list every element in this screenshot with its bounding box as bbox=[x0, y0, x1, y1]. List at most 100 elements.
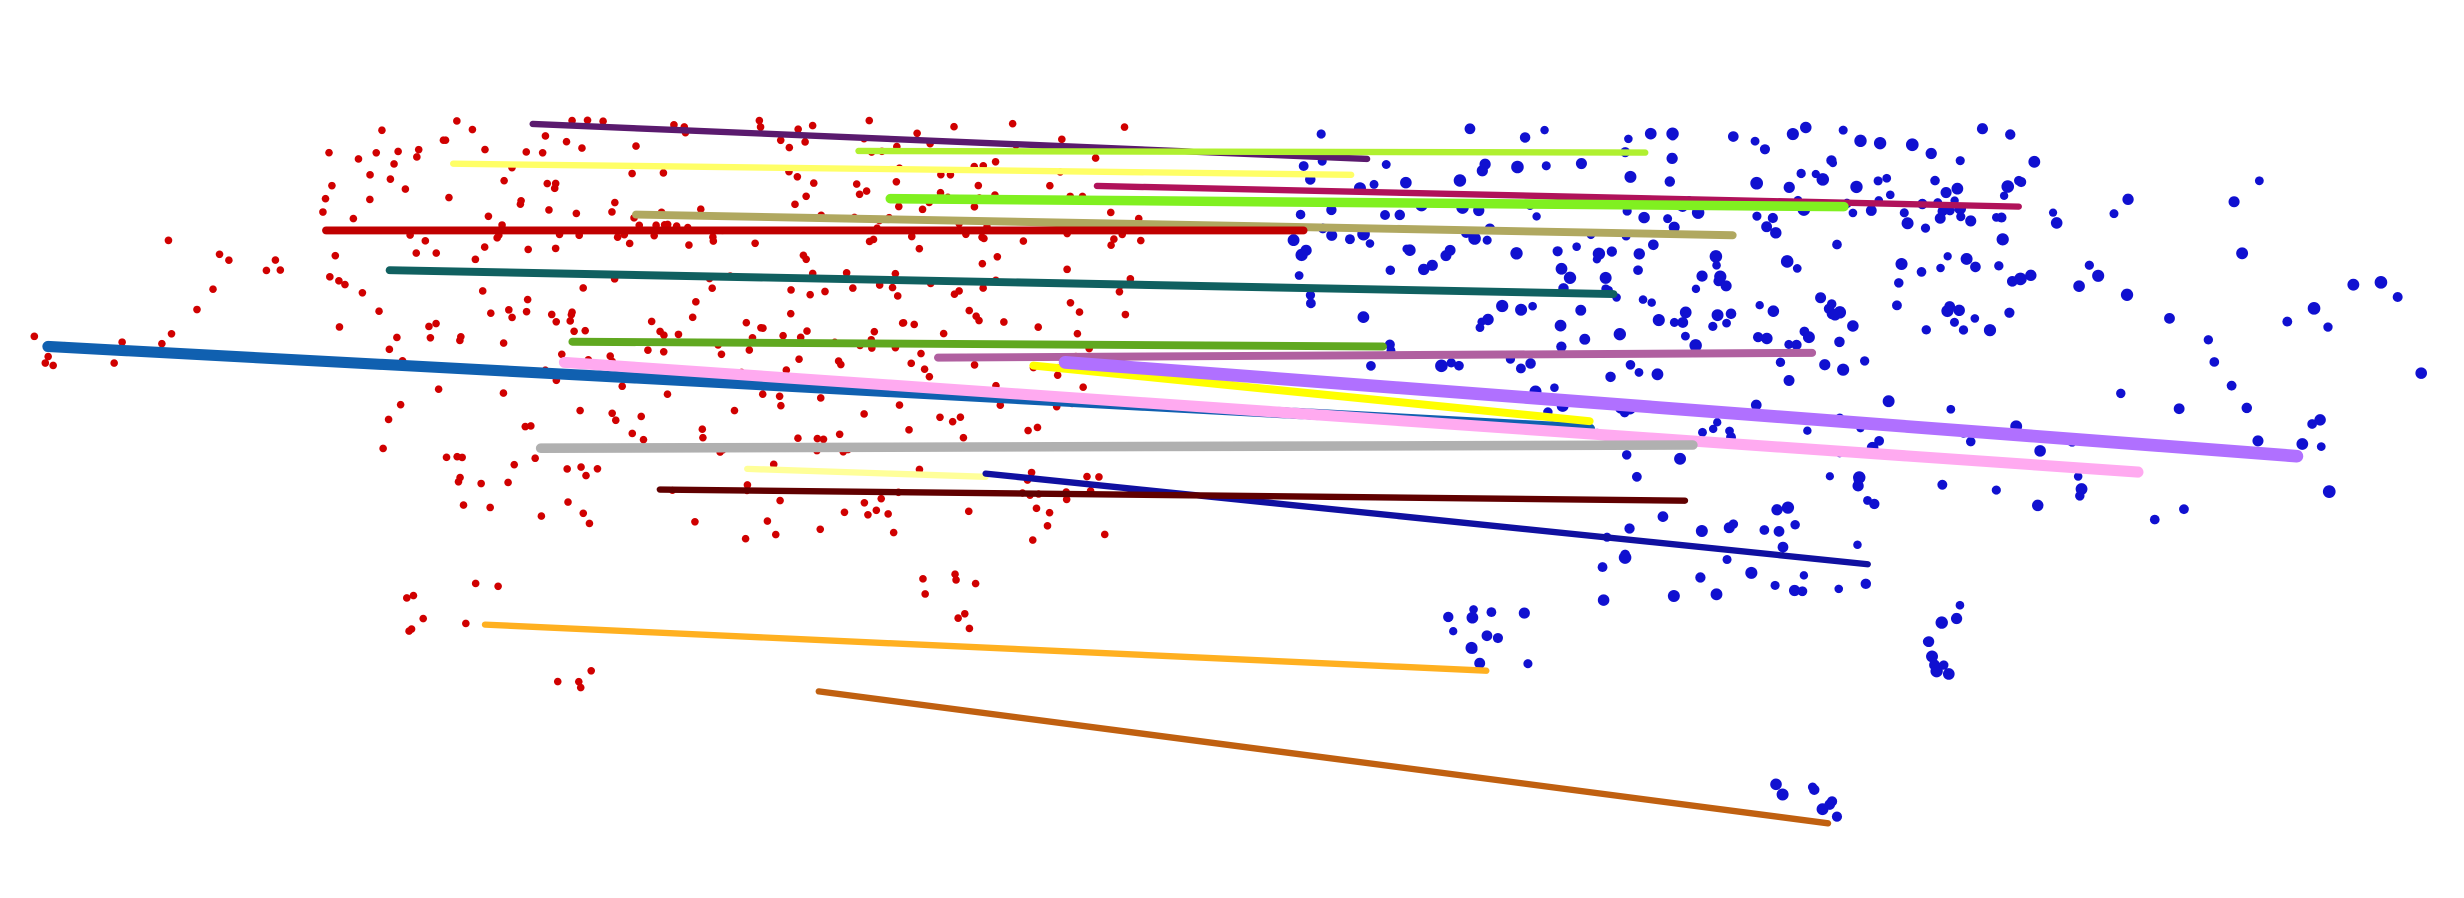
blue-point bbox=[1624, 523, 1635, 534]
red-point bbox=[1066, 298, 1075, 307]
blue-point bbox=[1895, 257, 1908, 271]
blue-point bbox=[1663, 214, 1673, 224]
red-point bbox=[49, 361, 57, 370]
blue-point bbox=[2252, 435, 2264, 447]
blue-point bbox=[1791, 339, 1802, 351]
blue-point bbox=[1295, 209, 1306, 220]
red-point bbox=[907, 232, 916, 241]
red-point bbox=[516, 200, 525, 208]
red-point bbox=[523, 295, 532, 304]
red-point bbox=[1110, 235, 1118, 243]
red-point bbox=[445, 193, 453, 202]
blue-point bbox=[2149, 514, 2160, 525]
blue-point bbox=[1621, 450, 1632, 460]
red-point bbox=[891, 269, 900, 278]
red-point bbox=[486, 503, 494, 512]
blue-point bbox=[1865, 205, 1877, 216]
red-point bbox=[659, 169, 668, 177]
match-line bbox=[885, 193, 1849, 212]
red-point bbox=[970, 203, 979, 211]
blue-point bbox=[1853, 540, 1862, 549]
red-point bbox=[745, 346, 754, 354]
blue-point bbox=[1750, 176, 1764, 190]
blue-point bbox=[1597, 562, 1608, 573]
blue-point bbox=[1519, 132, 1531, 143]
red-point bbox=[956, 413, 965, 421]
blue-point bbox=[1474, 657, 1486, 669]
red-point bbox=[585, 519, 594, 528]
red-point bbox=[30, 332, 39, 341]
blue-point bbox=[1404, 244, 1416, 257]
red-point bbox=[819, 435, 828, 444]
red-point bbox=[951, 570, 959, 579]
red-point bbox=[574, 677, 583, 686]
blue-point bbox=[1668, 221, 1680, 233]
blue-point bbox=[1572, 242, 1581, 251]
red-point bbox=[478, 287, 487, 295]
red-point bbox=[756, 123, 765, 131]
match-line bbox=[982, 470, 1871, 568]
blue-point bbox=[1996, 233, 2009, 246]
blue-point bbox=[1970, 314, 1980, 323]
red-point bbox=[611, 198, 619, 207]
blue-point bbox=[1838, 125, 1848, 135]
blue-point bbox=[1709, 250, 1723, 263]
red-point bbox=[852, 180, 861, 188]
blue-point bbox=[1380, 210, 1390, 221]
red-point bbox=[1063, 265, 1071, 274]
red-point bbox=[402, 594, 411, 602]
red-point bbox=[637, 412, 646, 421]
blue-point bbox=[1750, 136, 1760, 146]
red-point bbox=[970, 361, 979, 369]
blue-point bbox=[1799, 571, 1809, 580]
red-point bbox=[978, 259, 987, 268]
red-point bbox=[577, 463, 585, 471]
red-point bbox=[419, 614, 428, 623]
red-point bbox=[335, 277, 343, 285]
blue-point bbox=[1834, 584, 1844, 594]
blue-point bbox=[1936, 263, 1945, 273]
red-point bbox=[442, 453, 451, 462]
blue-point bbox=[1443, 611, 1454, 623]
blue-point bbox=[1775, 357, 1786, 368]
red-point bbox=[493, 234, 501, 242]
red-point bbox=[439, 136, 448, 144]
red-point bbox=[663, 390, 672, 398]
red-point bbox=[375, 307, 383, 316]
blue-point bbox=[1834, 336, 1845, 348]
red-point bbox=[579, 509, 588, 518]
blue-point bbox=[1550, 383, 1559, 393]
red-point bbox=[551, 244, 560, 253]
blue-point bbox=[1826, 796, 1838, 807]
red-point bbox=[1034, 323, 1043, 331]
blue-point bbox=[1552, 246, 1563, 257]
blue-point bbox=[1606, 246, 1617, 257]
red-point bbox=[741, 534, 750, 543]
blue-point bbox=[1831, 811, 1843, 822]
blue-point bbox=[2226, 380, 2237, 391]
red-point bbox=[564, 498, 572, 506]
blue-point bbox=[1958, 325, 1969, 335]
blue-point bbox=[1496, 299, 1509, 313]
red-point bbox=[499, 389, 508, 397]
blue-point bbox=[1850, 180, 1863, 194]
match-line bbox=[558, 356, 2144, 478]
red-point bbox=[193, 305, 201, 314]
blue-point bbox=[2374, 276, 2388, 289]
blue-point bbox=[1624, 134, 1633, 144]
red-point bbox=[948, 417, 957, 426]
red-point bbox=[910, 320, 919, 329]
red-point bbox=[688, 313, 697, 322]
blue-point bbox=[1819, 359, 1831, 371]
red-point bbox=[865, 237, 874, 246]
blue-point bbox=[1926, 650, 1938, 663]
red-point bbox=[913, 129, 921, 138]
blue-point bbox=[1679, 306, 1692, 319]
blue-point bbox=[2392, 292, 2403, 303]
blue-point bbox=[1745, 566, 1758, 579]
red-point bbox=[531, 454, 539, 463]
red-point bbox=[1107, 241, 1115, 250]
blue-point bbox=[2307, 419, 2318, 429]
blue-point bbox=[1435, 359, 1448, 373]
blue-point bbox=[1554, 319, 1567, 332]
